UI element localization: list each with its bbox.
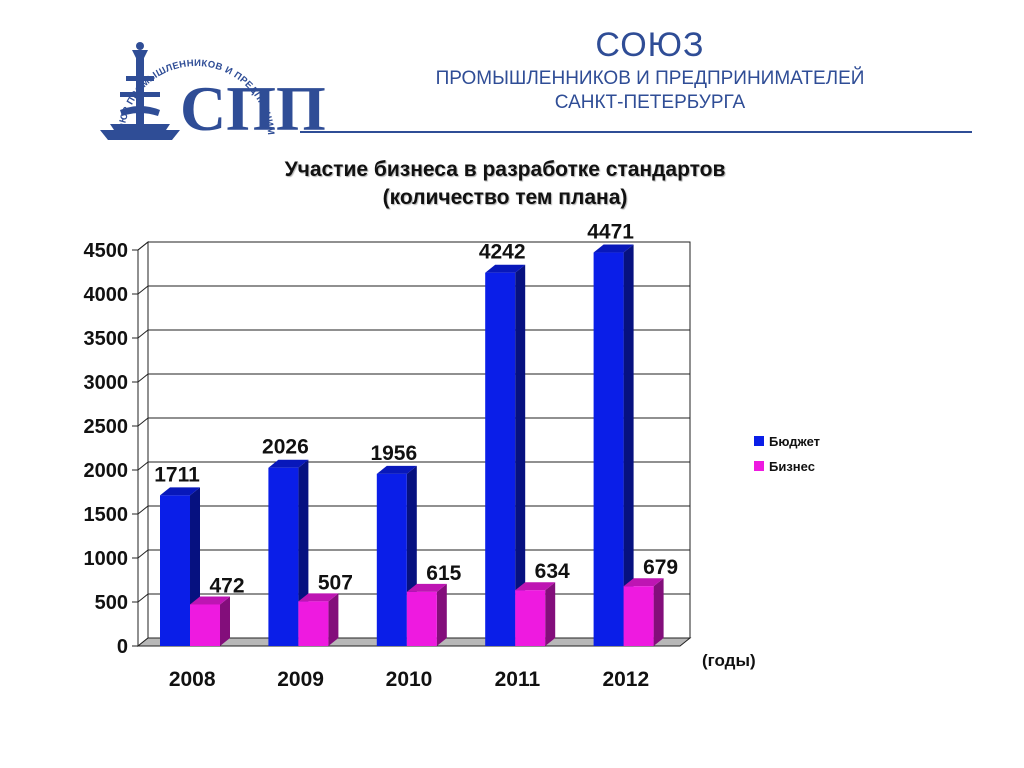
header-subtitle-1: ПРОМЫШЛЕННИКОВ И ПРЕДПРИНИМАТЕЛЕЙ — [435, 68, 865, 89]
x-axis-label: (годы) — [702, 651, 756, 670]
column-emblem-icon — [100, 42, 180, 140]
spp-logo: СОЮЗ ПРОМЫШЛЕННИКОВ И ПРЕДПРИНИМАТЕЛЕЙ С… — [40, 20, 326, 144]
bar-top-Бюджет-2009 — [268, 459, 309, 468]
data-label-Бизнес-2009: 507 — [318, 571, 353, 594]
data-label-Бюджет-2009: 2026 — [262, 436, 309, 459]
bar-Бюджет-2011 — [485, 272, 516, 646]
bar-Бизнес-2009 — [298, 601, 329, 646]
bar-top-Бюджет-2011 — [485, 264, 526, 273]
bar-side-Бизнес-2008 — [220, 596, 230, 646]
bar-Бизнес-2011 — [515, 590, 546, 646]
bar-Бюджет-2009 — [268, 467, 299, 646]
x-tick-label: 2009 — [277, 668, 324, 691]
bar-top-Бюджет-2012 — [593, 244, 634, 253]
y-tick-label: 0 — [117, 636, 128, 658]
bar-top-Бизнес-2011 — [515, 582, 556, 591]
x-tick-label: 2012 — [602, 668, 649, 691]
bar-Бизнес-2008 — [190, 604, 220, 646]
data-label-Бюджет-2012: 4471 — [587, 221, 634, 244]
bar-top-Бизнес-2009 — [298, 593, 339, 602]
bar-top-Бизнес-2008 — [190, 596, 230, 605]
legend-swatch-Бюджет — [754, 436, 764, 446]
bar-Бюджет-2012 — [593, 252, 624, 646]
bar-side-Бизнес-2010 — [436, 583, 447, 646]
header-title: СОЮЗ — [595, 26, 705, 64]
legend-label-Бюджет: Бюджет — [769, 434, 820, 449]
bar-top-Бюджет-2008 — [160, 487, 200, 496]
y-tick-label: 500 — [95, 592, 128, 614]
data-label-Бюджет-2011: 4242 — [479, 241, 526, 264]
legend-label-Бизнес: Бизнес — [769, 459, 815, 474]
y-tick-label: 4000 — [84, 284, 129, 306]
bar-top-Бизнес-2010 — [406, 583, 447, 592]
chart-title: Участие бизнеса в разработке стандартов — [284, 158, 726, 181]
x-tick-label: 2011 — [495, 668, 541, 691]
data-label-Бизнес-2010: 615 — [426, 562, 461, 585]
y-tick-label: 2000 — [84, 460, 129, 482]
bar-Бюджет-2008 — [160, 495, 190, 646]
data-label-Бюджет-2008: 1711 — [154, 463, 200, 486]
header-subtitle-2: САНКТ-ПЕТЕРБУРГА — [554, 92, 746, 113]
y-tick-label: 4500 — [84, 240, 129, 262]
y-tick-label: 3000 — [84, 372, 129, 394]
y-tick-label: 1500 — [84, 504, 129, 526]
bar-side-Бизнес-2012 — [653, 578, 664, 646]
chart-subtitle: (количество тем плана) — [382, 186, 628, 209]
plot-left-wall — [137, 240, 149, 648]
bar-side-Бизнес-2011 — [545, 582, 556, 646]
bar-Бизнес-2010 — [406, 591, 437, 646]
bar-side-Бизнес-2009 — [328, 593, 339, 646]
legend-swatch-Бизнес — [754, 461, 764, 471]
bar-top-Бюджет-2010 — [376, 465, 417, 474]
header-divider — [300, 131, 972, 133]
bar-side-Бюджет-2012 — [623, 244, 634, 646]
y-tick-label: 3500 — [84, 328, 129, 350]
bar-side-Бюджет-2011 — [515, 264, 526, 646]
data-label-Бизнес-2012: 679 — [643, 556, 678, 579]
y-tick-label: 1000 — [84, 548, 129, 570]
x-tick-label: 2008 — [169, 668, 216, 691]
data-label-Бизнес-2011: 634 — [535, 560, 570, 583]
bar-top-Бизнес-2012 — [623, 578, 664, 587]
data-label-Бюджет-2010: 1956 — [370, 442, 417, 465]
data-label-Бизнес-2008: 472 — [209, 574, 244, 597]
gridline — [137, 241, 690, 251]
y-tick-label: 2500 — [84, 416, 129, 438]
x-tick-label: 2010 — [386, 668, 433, 691]
bar-Бизнес-2012 — [623, 586, 654, 646]
bar-Бюджет-2010 — [376, 473, 407, 646]
